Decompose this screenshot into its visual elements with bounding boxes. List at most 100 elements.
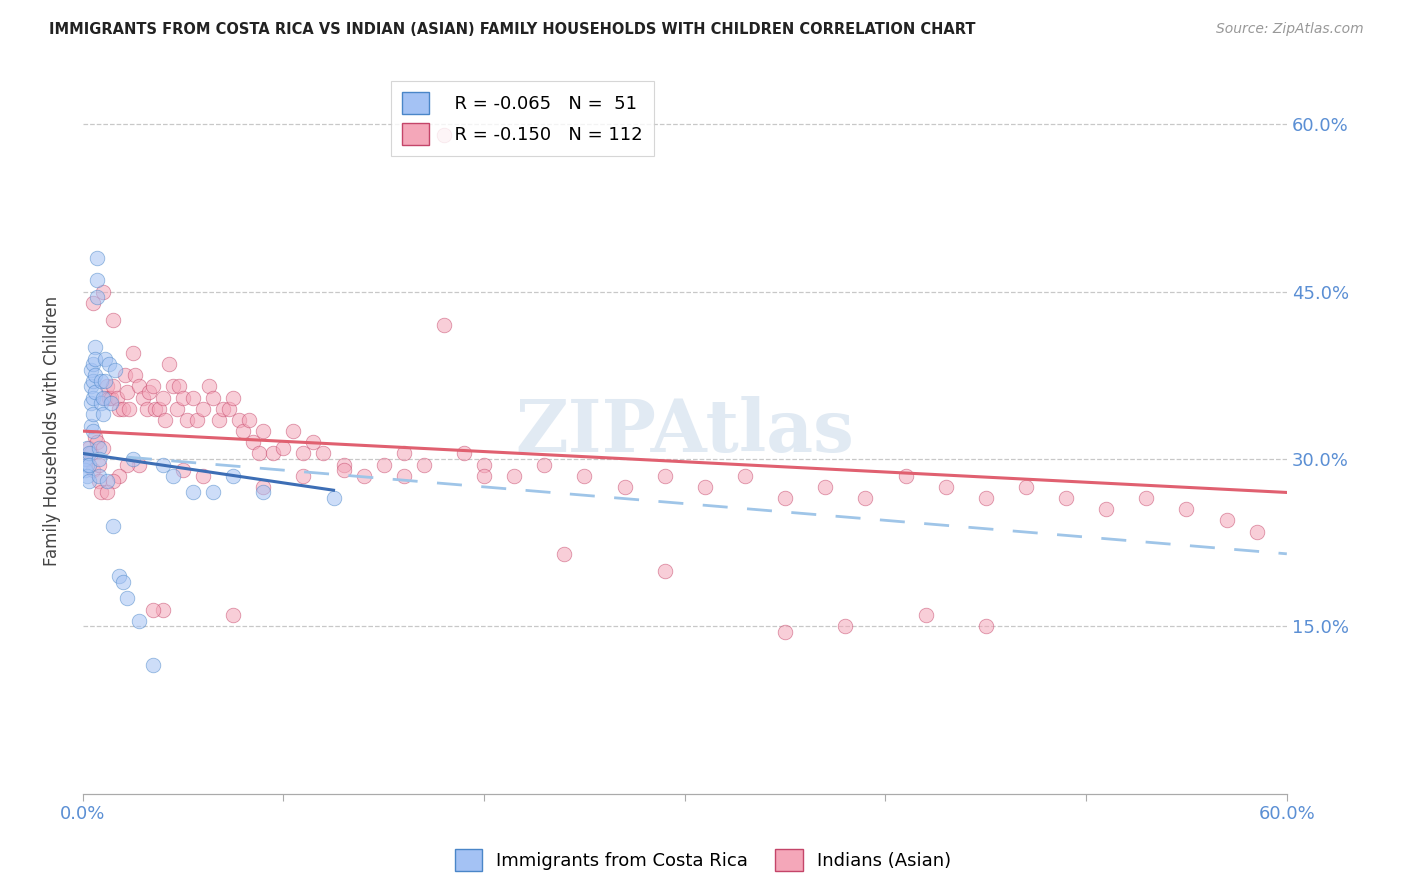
Point (96, 485, 118, 500)
Point (283, 424, 305, 438)
Point (100, 396, 122, 410)
Point (121, 346, 143, 360)
Point (242, 435, 264, 450)
Point (453, 446, 475, 460)
Point (132, 391, 155, 405)
Point (814, 480, 837, 494)
Point (654, 468, 676, 483)
Point (198, 379, 221, 393)
Point (82, 295, 104, 310)
Point (433, 318, 456, 332)
Point (167, 379, 190, 393)
Text: ZIPAtlas: ZIPAtlas (516, 395, 855, 467)
Point (128, 614, 150, 628)
Point (90, 485, 112, 500)
Point (82, 463, 104, 477)
Point (353, 468, 375, 483)
Point (172, 391, 194, 405)
Point (1054, 491, 1077, 505)
Point (87, 458, 110, 472)
Point (186, 413, 208, 427)
Point (86, 435, 108, 450)
Point (105, 391, 128, 405)
Point (1215, 513, 1237, 527)
Point (974, 491, 997, 505)
Point (128, 379, 150, 393)
Point (77, 446, 100, 460)
Point (433, 128, 456, 143)
Point (914, 608, 936, 623)
Point (91, 391, 114, 405)
Point (292, 446, 315, 460)
Point (172, 463, 194, 477)
Point (654, 564, 676, 578)
Point (83, 430, 105, 444)
Point (77, 475, 100, 489)
Point (613, 480, 636, 494)
Point (553, 547, 575, 561)
Point (834, 619, 856, 633)
Point (533, 458, 555, 472)
Point (208, 413, 231, 427)
Point (87, 475, 110, 489)
Point (101, 312, 124, 326)
Point (79, 363, 101, 377)
Point (322, 491, 344, 505)
Point (73, 463, 96, 477)
Legend:   R = -0.065   N =  51,   R = -0.150   N = 112: R = -0.065 N = 51, R = -0.150 N = 112 (391, 81, 654, 156)
Point (181, 391, 204, 405)
Point (107, 468, 129, 483)
Legend: Immigrants from Costa Rica, Indians (Asian): Immigrants from Costa Rica, Indians (Asi… (447, 842, 959, 879)
Point (82, 374, 104, 388)
Point (238, 413, 260, 427)
Point (252, 485, 274, 500)
Point (93, 351, 115, 366)
Point (111, 401, 134, 416)
Point (152, 602, 174, 616)
Point (153, 413, 176, 427)
Point (115, 591, 138, 606)
Point (181, 485, 204, 500)
Point (90, 396, 112, 410)
Point (77, 458, 100, 472)
Point (76, 441, 98, 455)
Point (86, 290, 108, 304)
Point (853, 491, 876, 505)
Point (252, 480, 274, 494)
Point (79, 396, 101, 410)
Point (143, 401, 166, 416)
Point (212, 401, 235, 416)
Point (142, 602, 165, 616)
Point (412, 458, 434, 472)
Point (247, 446, 270, 460)
Point (83, 368, 105, 383)
Point (79, 446, 101, 460)
Point (142, 379, 165, 393)
Point (82, 391, 104, 405)
Point (1175, 502, 1198, 516)
Point (101, 519, 124, 533)
Point (107, 401, 129, 416)
Text: Source: ZipAtlas.com: Source: ZipAtlas.com (1216, 22, 1364, 37)
Point (392, 446, 415, 460)
Point (176, 413, 198, 427)
Point (97, 357, 120, 371)
Point (392, 468, 415, 483)
Point (96, 379, 118, 393)
Point (101, 379, 124, 393)
Point (115, 385, 138, 400)
Point (73, 452, 96, 467)
Point (91, 285, 114, 299)
Point (1015, 480, 1038, 494)
Point (83, 351, 105, 366)
Point (135, 401, 157, 416)
Point (124, 368, 146, 383)
Point (142, 658, 165, 673)
Point (292, 468, 315, 483)
Point (87, 468, 110, 483)
Point (148, 401, 170, 416)
Point (503, 468, 526, 483)
Point (152, 391, 174, 405)
Point (111, 574, 134, 589)
Point (77, 441, 100, 455)
